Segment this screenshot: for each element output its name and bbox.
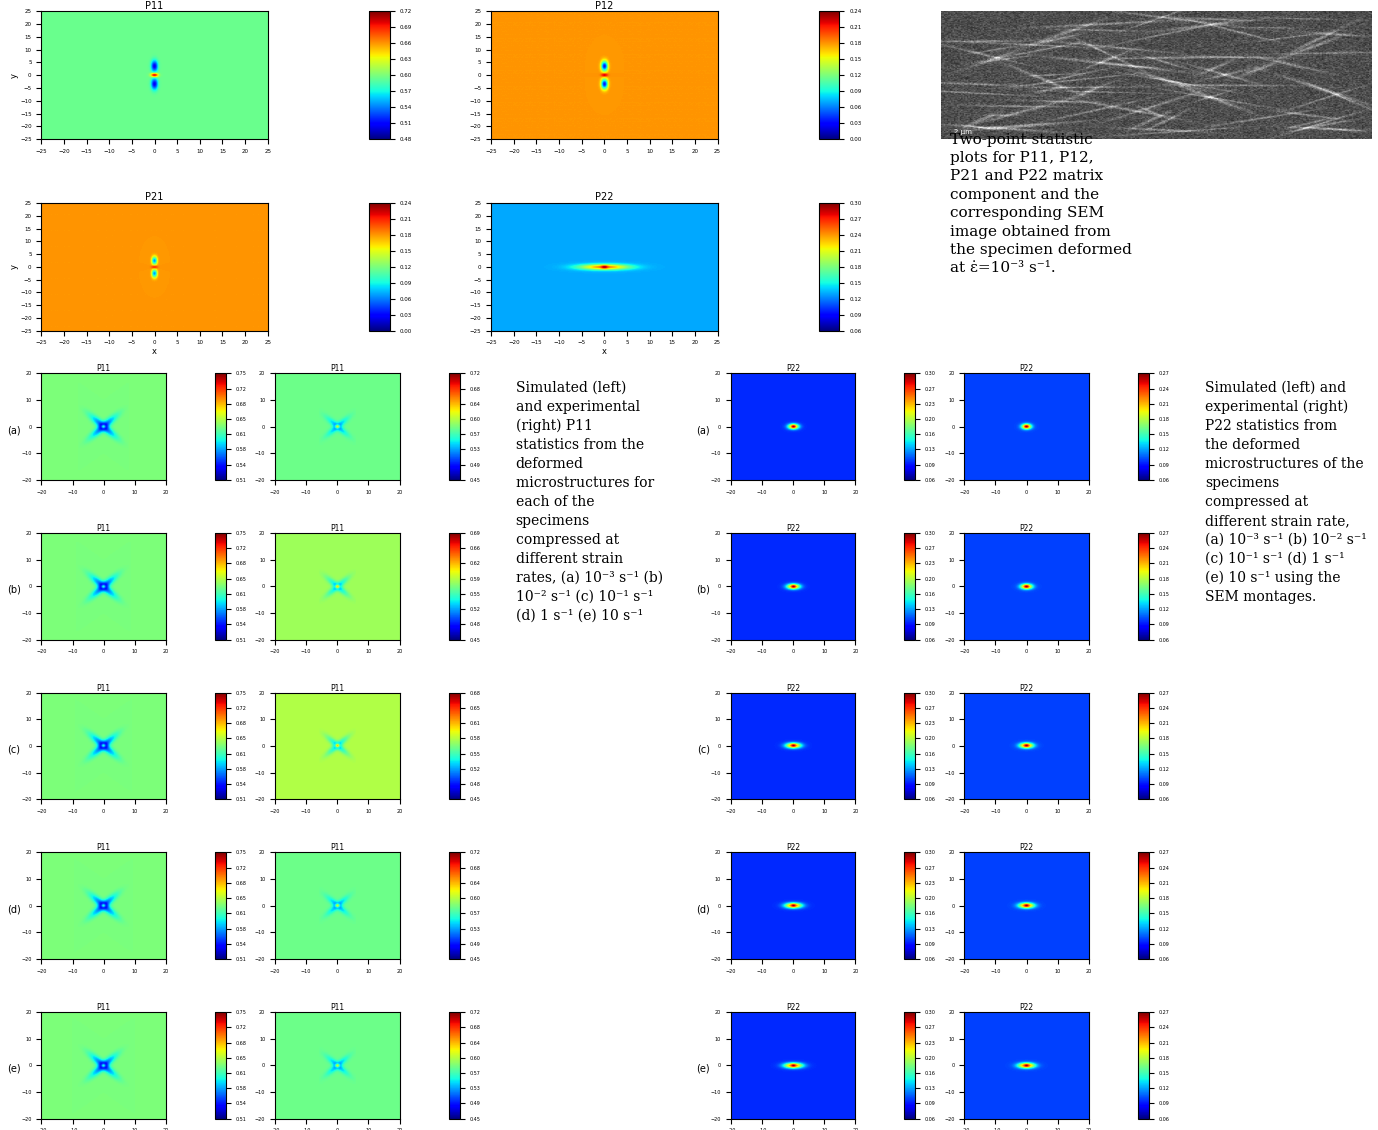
Text: Simulated (left) and
experimental (right)
P22 statistics from
the deformed
micro: Simulated (left) and experimental (right… bbox=[1204, 381, 1367, 605]
Y-axis label: (e): (e) bbox=[696, 1064, 710, 1074]
Text: Two-point statistic
plots for P11, P12,
P21 and P22 matrix
component and the
cor: Two-point statistic plots for P11, P12, … bbox=[949, 132, 1131, 276]
Title: P11: P11 bbox=[96, 364, 110, 373]
Title: P22: P22 bbox=[785, 524, 801, 533]
Title: P22: P22 bbox=[785, 684, 801, 693]
Title: P22: P22 bbox=[1020, 1003, 1034, 1012]
Title: P21: P21 bbox=[145, 192, 164, 202]
Y-axis label: (e): (e) bbox=[7, 1064, 21, 1074]
Y-axis label: (a): (a) bbox=[696, 425, 710, 435]
Title: P22: P22 bbox=[1020, 684, 1034, 693]
Y-axis label: (c): (c) bbox=[697, 745, 710, 755]
Text: Simulated (left)
and experimental
(right) P11
statistics from the
deformed
micro: Simulated (left) and experimental (right… bbox=[515, 381, 663, 623]
Title: P22: P22 bbox=[1020, 524, 1034, 533]
Y-axis label: (d): (d) bbox=[696, 904, 710, 914]
Title: P11: P11 bbox=[331, 1003, 344, 1012]
Title: P11: P11 bbox=[331, 524, 344, 533]
Title: P11: P11 bbox=[331, 684, 344, 693]
Title: P22: P22 bbox=[595, 192, 613, 202]
Y-axis label: y: y bbox=[10, 264, 19, 269]
Title: P11: P11 bbox=[331, 843, 344, 852]
Y-axis label: (b): (b) bbox=[696, 585, 710, 594]
Title: P22: P22 bbox=[1020, 843, 1034, 852]
Title: P11: P11 bbox=[96, 1003, 110, 1012]
Title: P11: P11 bbox=[331, 364, 344, 373]
Y-axis label: (c): (c) bbox=[7, 745, 21, 755]
Title: P22: P22 bbox=[1020, 364, 1034, 373]
Y-axis label: (d): (d) bbox=[7, 904, 21, 914]
Y-axis label: (b): (b) bbox=[7, 585, 21, 594]
Y-axis label: y: y bbox=[10, 72, 19, 78]
Title: P22: P22 bbox=[785, 364, 801, 373]
Text: 2 μm: 2 μm bbox=[954, 129, 971, 136]
X-axis label: x: x bbox=[152, 347, 157, 356]
Title: P11: P11 bbox=[96, 684, 110, 693]
Title: P11: P11 bbox=[146, 0, 164, 10]
Title: P11: P11 bbox=[96, 524, 110, 533]
Title: P12: P12 bbox=[595, 0, 613, 10]
Title: P22: P22 bbox=[785, 843, 801, 852]
Title: P22: P22 bbox=[785, 1003, 801, 1012]
Title: P11: P11 bbox=[96, 843, 110, 852]
Y-axis label: (a): (a) bbox=[7, 425, 21, 435]
X-axis label: x: x bbox=[602, 347, 606, 356]
